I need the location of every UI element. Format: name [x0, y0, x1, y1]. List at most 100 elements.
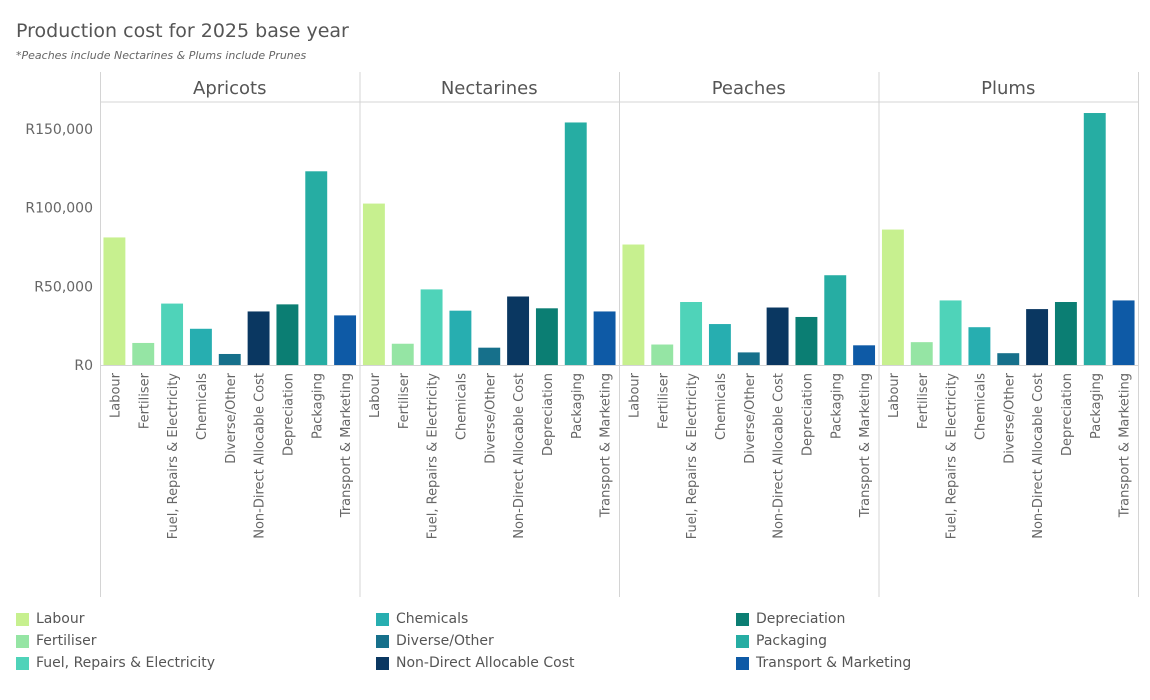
x-tick-label: Depreciation — [541, 373, 556, 456]
x-tick-label: Packaging — [829, 373, 844, 439]
bar — [247, 311, 270, 365]
legend-swatch — [736, 612, 749, 626]
x-tick-label: Non-Direct Allocable Cost — [253, 373, 268, 539]
bar — [939, 300, 962, 365]
bar — [420, 289, 443, 365]
legend-item[interactable]: Fertiliser — [16, 630, 215, 652]
x-tick-label: Transport & Marketing — [1118, 373, 1133, 518]
bar — [391, 343, 414, 365]
legend-swatch — [736, 634, 749, 648]
x-tick-label: Fuel, Repairs & Electricity — [685, 373, 700, 540]
x-tick-label: Transport & Marketing — [858, 373, 873, 518]
x-tick-label: Packaging — [310, 373, 325, 439]
bar — [103, 237, 126, 365]
x-tick-label: Fertiliser — [137, 372, 152, 429]
y-tick-label: R50,000 — [34, 279, 93, 295]
panel-header: Peaches — [712, 78, 786, 99]
bar — [564, 122, 587, 365]
bar — [276, 304, 299, 365]
panel-header: Nectarines — [441, 78, 538, 99]
bar — [708, 324, 731, 365]
panel-header: Plums — [981, 78, 1035, 99]
bar — [1026, 309, 1049, 365]
legend-label: Diverse/Other — [396, 633, 494, 649]
y-tick-label: R150,000 — [25, 122, 93, 138]
bar — [507, 296, 530, 365]
bar — [824, 275, 847, 365]
bar — [593, 311, 616, 365]
x-tick-label: Non-Direct Allocable Cost — [1031, 373, 1046, 539]
legend-swatch — [376, 612, 389, 626]
x-tick-label: Labour — [108, 372, 123, 418]
bar — [968, 327, 991, 365]
x-tick-label: Labour — [627, 372, 642, 418]
x-tick-label: Fuel, Repairs & Electricity — [945, 373, 960, 540]
x-tick-label: Fertiliser — [916, 372, 931, 429]
legend-item[interactable]: Depreciation — [736, 608, 911, 630]
x-tick-label: Chemicals — [714, 373, 729, 440]
x-tick-label: Diverse/Other — [483, 372, 498, 463]
bar — [680, 302, 703, 365]
bar — [737, 352, 760, 365]
bar — [881, 229, 904, 365]
x-tick-label: Chemicals — [454, 373, 469, 440]
bar — [362, 203, 385, 365]
legend-item[interactable]: Non-Direct Allocable Cost — [376, 652, 575, 674]
x-tick-label: Fertiliser — [397, 372, 412, 429]
bar — [218, 353, 241, 365]
legend-label: Packaging — [756, 633, 828, 649]
bar — [478, 347, 501, 365]
x-tick-label: Chemicals — [195, 373, 210, 440]
x-tick-label: Depreciation — [1060, 373, 1075, 456]
x-tick-label: Packaging — [570, 373, 585, 439]
y-tick-label: R100,000 — [25, 201, 93, 217]
x-tick-label: Transport & Marketing — [339, 373, 354, 518]
panel-header: Apricots — [193, 78, 267, 99]
chart-title: Production cost for 2025 base year — [16, 20, 349, 42]
bar — [766, 307, 789, 365]
legend-item[interactable]: Labour — [16, 608, 215, 630]
bar — [449, 310, 472, 365]
legend-label: Chemicals — [396, 611, 469, 627]
legend-label: Non-Direct Allocable Cost — [396, 655, 575, 671]
legend-label: Depreciation — [756, 611, 846, 627]
legend-item[interactable]: Packaging — [736, 630, 911, 652]
legend-column-1: Labour Fertiliser Fuel, Repairs & Electr… — [16, 608, 215, 674]
legend-item[interactable]: Diverse/Other — [376, 630, 575, 652]
bar — [535, 308, 558, 365]
x-tick-label: Diverse/Other — [743, 372, 758, 463]
legend-label: Fuel, Repairs & Electricity — [36, 655, 216, 671]
x-tick-label: Transport & Marketing — [599, 373, 614, 518]
x-tick-label: Diverse/Other — [224, 372, 239, 463]
x-tick-label: Depreciation — [800, 373, 815, 456]
legend-swatch — [376, 634, 389, 648]
legend-swatch — [736, 656, 749, 670]
x-tick-label: Fuel, Repairs & Electricity — [166, 373, 181, 540]
chart-area: R0 R50,000 R100,000 R150,000 Apricots Labour F… — [25, 72, 1139, 597]
bar — [622, 244, 645, 365]
legend-column-3: Depreciation Packaging Transport & Marke… — [736, 608, 911, 674]
bar — [305, 171, 328, 365]
bar — [853, 345, 876, 365]
legend-swatch — [16, 634, 29, 648]
legend: Labour Fertiliser Fuel, Repairs & Electr… — [0, 608, 1150, 678]
x-tick-label: Fertiliser — [656, 372, 671, 429]
x-tick-label: Diverse/Other — [1002, 372, 1017, 463]
bar — [189, 328, 212, 365]
bar — [1054, 302, 1077, 365]
chart-subtitle: *Peaches include Nectarines & Plums incl… — [16, 49, 307, 62]
legend-item[interactable]: Chemicals — [376, 608, 575, 630]
bar — [334, 315, 357, 365]
legend-item[interactable]: Transport & Marketing — [736, 652, 911, 674]
legend-column-2: Chemicals Diverse/Other Non-Direct Alloc… — [376, 608, 575, 674]
x-tick-label: Labour — [887, 372, 902, 418]
bar — [1112, 300, 1135, 365]
bar — [132, 342, 155, 365]
x-tick-label: Packaging — [1089, 373, 1104, 439]
x-tick-label: Labour — [368, 372, 383, 418]
legend-label: Labour — [36, 611, 85, 627]
legend-item[interactable]: Fuel, Repairs & Electricity — [16, 652, 215, 674]
legend-swatch — [376, 656, 389, 670]
legend-swatch — [16, 612, 29, 626]
bar — [795, 316, 818, 365]
